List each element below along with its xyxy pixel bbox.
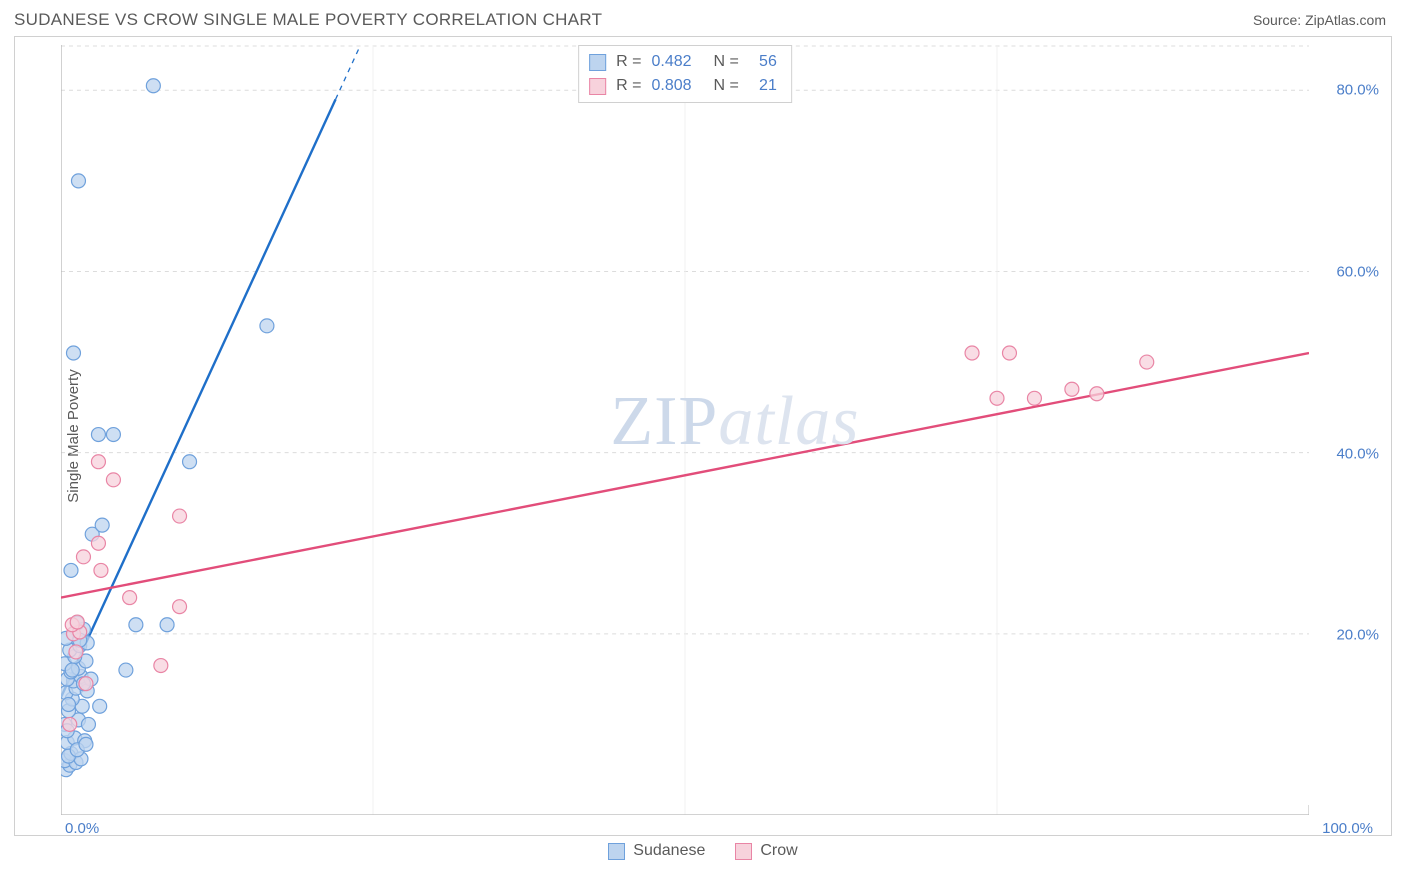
y-tick-label: 60.0%: [1336, 264, 1379, 281]
chart-header: SUDANESE VS CROW SINGLE MALE POVERTY COR…: [0, 0, 1406, 36]
y-tick-label: 40.0%: [1336, 445, 1379, 462]
stats-row-sudanese: R = 0.482 N = 56: [589, 50, 777, 74]
r-value-sudanese: 0.482: [652, 50, 704, 74]
stats-row-crow: R = 0.808 N = 21: [589, 74, 777, 98]
y-tick-label: 80.0%: [1336, 82, 1379, 99]
bottom-legend: Sudanese Crow: [0, 838, 1406, 870]
plot-area: ZIPatlas R = 0.482 N = 56 R = 0.808 N = …: [61, 45, 1309, 815]
y-tick-label: 20.0%: [1336, 627, 1379, 644]
legend-label-sudanese: Sudanese: [633, 842, 705, 860]
r-value-crow: 0.808: [652, 74, 704, 98]
legend-swatch-sudanese: [608, 843, 625, 860]
source-label: Source: ZipAtlas.com: [1253, 12, 1386, 28]
x-tick-label: 0.0%: [65, 820, 99, 837]
scatter-svg: [61, 45, 1309, 815]
legend-item-sudanese: Sudanese: [608, 842, 705, 860]
chart-title: SUDANESE VS CROW SINGLE MALE POVERTY COR…: [14, 10, 602, 30]
series-swatch-crow: [589, 78, 606, 95]
stats-legend-box: R = 0.482 N = 56 R = 0.808 N = 21: [578, 45, 792, 103]
x-tick-label: 100.0%: [1322, 820, 1373, 837]
series-swatch-sudanese: [589, 54, 606, 71]
legend-item-crow: Crow: [735, 842, 797, 860]
legend-label-crow: Crow: [760, 842, 797, 860]
legend-swatch-crow: [735, 843, 752, 860]
n-value-crow: 21: [749, 74, 777, 98]
chart-container: Single Male Poverty ZIPatlas R = 0.482 N…: [14, 36, 1392, 836]
n-value-sudanese: 56: [749, 50, 777, 74]
